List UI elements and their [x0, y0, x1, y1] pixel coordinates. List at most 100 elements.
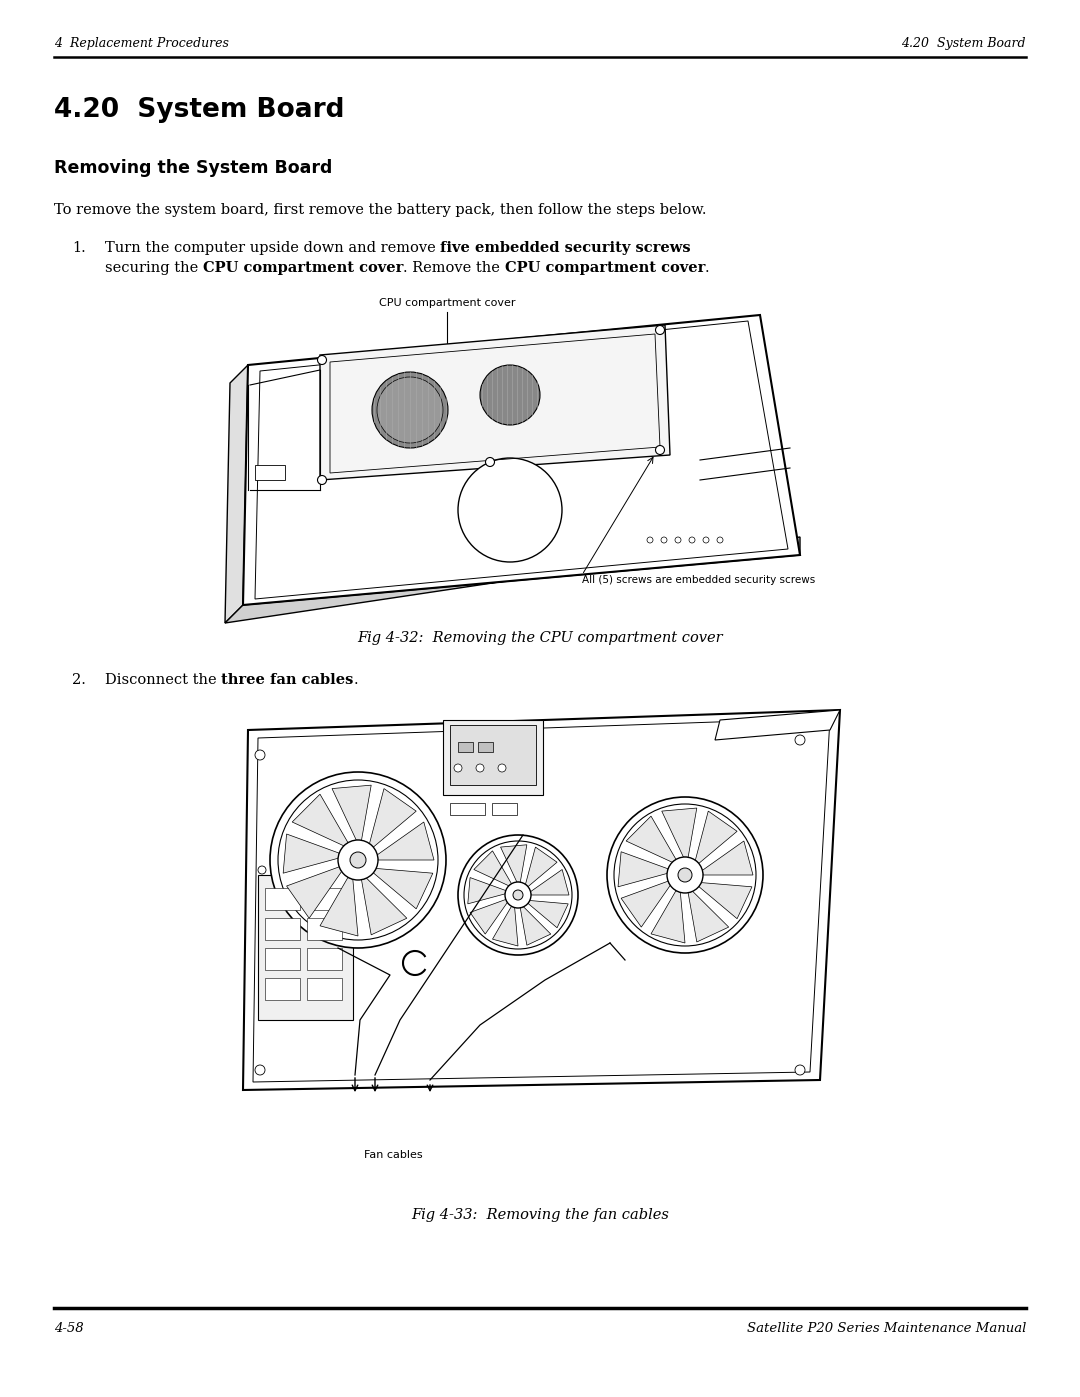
Polygon shape	[651, 891, 685, 943]
Polygon shape	[492, 907, 518, 946]
Bar	[450, 725, 536, 785]
Polygon shape	[332, 785, 372, 841]
Bar	[307, 949, 342, 970]
Text: Removing the System Board: Removing the System Board	[54, 159, 333, 177]
Circle shape	[476, 764, 484, 773]
Text: 4.20  System Board: 4.20 System Board	[902, 36, 1026, 49]
Text: Turn the computer upside down and remove: Turn the computer upside down and remove	[105, 242, 441, 256]
Polygon shape	[243, 314, 800, 605]
Polygon shape	[283, 834, 339, 873]
Bar	[443, 719, 543, 795]
Polygon shape	[286, 868, 341, 918]
Polygon shape	[521, 907, 551, 946]
Circle shape	[667, 856, 703, 893]
Circle shape	[615, 805, 756, 946]
Polygon shape	[374, 869, 433, 909]
Polygon shape	[618, 852, 669, 887]
Text: Fig 4-33:  Removing the fan cables: Fig 4-33: Removing the fan cables	[411, 1208, 669, 1222]
Circle shape	[498, 764, 507, 773]
Polygon shape	[702, 841, 753, 875]
Text: 4.20  System Board: 4.20 System Board	[54, 96, 345, 123]
Circle shape	[278, 780, 438, 940]
Polygon shape	[474, 851, 512, 886]
Circle shape	[795, 1065, 805, 1076]
Circle shape	[458, 458, 562, 562]
Bar	[265, 949, 300, 970]
Bar	[458, 742, 473, 752]
Text: . Remove the: . Remove the	[403, 261, 504, 275]
Text: .: .	[705, 261, 710, 275]
Circle shape	[656, 446, 664, 454]
Circle shape	[350, 852, 366, 868]
Circle shape	[607, 798, 762, 953]
Polygon shape	[526, 847, 557, 887]
Circle shape	[372, 372, 448, 448]
Polygon shape	[688, 891, 729, 942]
Text: .: .	[353, 673, 359, 687]
Text: Fan cables: Fan cables	[364, 1150, 422, 1160]
Circle shape	[258, 866, 266, 875]
Text: 4  Replacement Procedures: 4 Replacement Procedures	[54, 36, 229, 49]
Circle shape	[458, 835, 578, 956]
Bar	[450, 803, 485, 814]
Text: five embedded security screws: five embedded security screws	[441, 242, 691, 256]
Circle shape	[513, 890, 523, 900]
Polygon shape	[377, 821, 434, 861]
Polygon shape	[699, 883, 752, 919]
Polygon shape	[470, 900, 508, 935]
Circle shape	[377, 377, 443, 443]
Text: three fan cables: three fan cables	[221, 673, 353, 687]
Text: All (5) screws are embedded security screws: All (5) screws are embedded security scr…	[582, 576, 815, 585]
Polygon shape	[528, 901, 568, 928]
Polygon shape	[696, 812, 737, 863]
Circle shape	[318, 355, 326, 365]
Polygon shape	[662, 807, 697, 858]
Polygon shape	[243, 710, 840, 1090]
Polygon shape	[320, 326, 670, 481]
Circle shape	[486, 457, 495, 467]
Circle shape	[656, 326, 664, 334]
Text: To remove the system board, first remove the battery pack, then follow the steps: To remove the system board, first remove…	[54, 203, 706, 217]
Circle shape	[255, 750, 265, 760]
Polygon shape	[369, 788, 416, 847]
Circle shape	[505, 882, 531, 908]
Polygon shape	[626, 816, 676, 862]
Text: securing the: securing the	[105, 261, 203, 275]
Bar	[492, 803, 517, 814]
Polygon shape	[468, 877, 505, 904]
Circle shape	[678, 868, 692, 882]
Circle shape	[464, 841, 572, 949]
Text: Disconnect the: Disconnect the	[105, 673, 221, 687]
Circle shape	[338, 840, 378, 880]
Polygon shape	[225, 536, 800, 623]
Circle shape	[255, 1065, 265, 1076]
Text: CPU compartment cover: CPU compartment cover	[379, 298, 515, 307]
Polygon shape	[621, 882, 671, 928]
Circle shape	[318, 475, 326, 485]
Polygon shape	[500, 845, 527, 882]
Circle shape	[795, 735, 805, 745]
Bar	[307, 978, 342, 1000]
Bar	[265, 918, 300, 940]
Bar	[255, 465, 285, 481]
Polygon shape	[320, 877, 357, 936]
Circle shape	[480, 365, 540, 425]
Polygon shape	[293, 793, 348, 845]
Text: Satellite P20 Series Maintenance Manual: Satellite P20 Series Maintenance Manual	[746, 1322, 1026, 1334]
Text: 2.: 2.	[72, 673, 86, 687]
Polygon shape	[362, 879, 407, 935]
Bar	[258, 875, 353, 1020]
Bar	[478, 742, 492, 752]
Bar	[307, 888, 342, 909]
Bar	[265, 888, 300, 909]
Bar	[307, 918, 342, 940]
Bar	[265, 978, 300, 1000]
Text: CPU compartment cover: CPU compartment cover	[504, 261, 705, 275]
Circle shape	[270, 773, 446, 949]
Polygon shape	[225, 365, 248, 623]
Text: 4-58: 4-58	[54, 1322, 83, 1334]
Circle shape	[454, 764, 462, 773]
Text: CPU compartment cover: CPU compartment cover	[203, 261, 403, 275]
Polygon shape	[715, 710, 840, 740]
Text: Fig 4-32:  Removing the CPU compartment cover: Fig 4-32: Removing the CPU compartment c…	[357, 631, 723, 645]
